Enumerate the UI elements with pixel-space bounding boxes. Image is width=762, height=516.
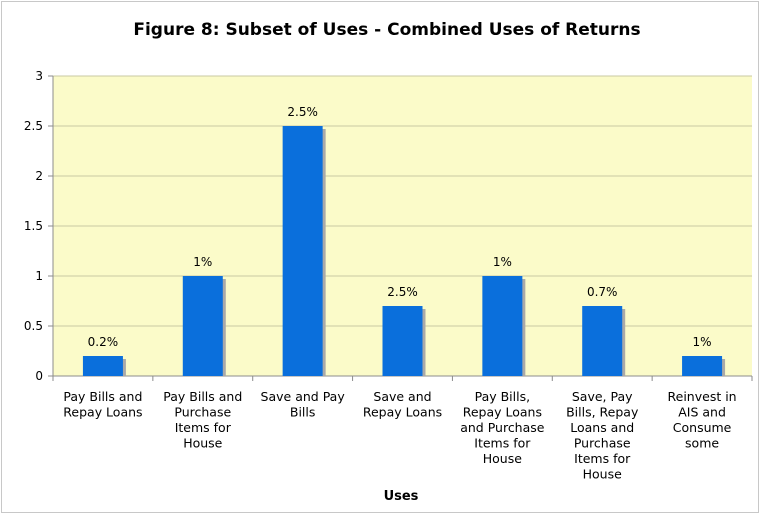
category-label-line: Repay Loans: [363, 405, 442, 420]
category-label-line: AIS and: [678, 405, 726, 420]
category-label-line: Pay Bills,: [475, 389, 531, 404]
category-label-line: Save and Pay: [261, 389, 346, 404]
category-label-line: Consume: [673, 420, 732, 435]
data-label: 0.7%: [587, 285, 618, 299]
category-label-line: Reinvest in: [668, 389, 737, 404]
bar: [482, 276, 523, 376]
x-axis-title: Uses: [384, 489, 419, 504]
category-label-line: House: [183, 436, 222, 451]
y-tick-label: 1.5: [24, 219, 43, 233]
chart-title: Figure 8: Subset of Uses - Combined Uses…: [133, 20, 640, 40]
category-label-line: Purchase: [574, 436, 631, 451]
category-label: Reinvest in AIS and Consume some: [668, 389, 737, 451]
category-label: Save and Pay Bills: [261, 389, 346, 420]
y-tick-label: 2.5: [24, 119, 43, 133]
y-tick-label: 1: [35, 269, 43, 283]
category-label-line: Items for: [474, 436, 531, 451]
category-label: Save and Repay Loans: [363, 389, 442, 420]
category-label-line: Save, Pay: [572, 389, 633, 404]
data-label: 2.5%: [387, 285, 418, 299]
bar: [282, 126, 323, 376]
category-label-line: Pay Bills and: [63, 389, 142, 404]
plot-area: 00.511.522.530.2%Pay Bills and Repay Loan…: [24, 69, 753, 482]
data-label: 1%: [193, 255, 212, 269]
category-label: Pay Bills and Purchase Items for House: [163, 389, 242, 451]
category-label: Pay Bills, Repay Loans and Purchase Items f…: [460, 389, 545, 466]
category-label-line: House: [583, 467, 622, 482]
category-label-line: Repay Loans: [463, 405, 542, 420]
data-label: 1%: [493, 255, 512, 269]
category-label-line: Save and: [373, 389, 431, 404]
y-tick-label: 3: [35, 69, 43, 83]
category-label-line: Purchase: [174, 405, 231, 420]
category-label: Save, Pay Bills, Repay Loans and Purchase It…: [566, 389, 639, 482]
y-tick-label: 0.5: [24, 319, 43, 333]
bar: [182, 276, 223, 376]
bar: [682, 356, 723, 376]
bar: [382, 306, 423, 376]
y-tick-label: 2: [35, 169, 43, 183]
category-label-line: Items for: [175, 420, 232, 435]
category-label-line: Loans and: [570, 420, 634, 435]
category-label-line: Repay Loans: [63, 405, 142, 420]
y-tick-label: 0: [35, 369, 43, 383]
bar: [582, 306, 623, 376]
category-label-line: and Purchase: [460, 420, 545, 435]
category-label-line: Pay Bills and: [163, 389, 242, 404]
data-label: 1%: [693, 335, 712, 349]
data-label: 0.2%: [88, 335, 119, 349]
bar: [82, 356, 123, 376]
data-label: 2.5%: [287, 105, 318, 119]
category-label-line: some: [685, 436, 719, 451]
category-label-line: Bills, Repay: [566, 405, 639, 420]
category-label-line: Bills: [290, 405, 316, 420]
category-label-line: House: [483, 451, 522, 466]
category-label: Pay Bills and Repay Loans: [63, 389, 142, 420]
category-label-line: Items for: [574, 451, 631, 466]
